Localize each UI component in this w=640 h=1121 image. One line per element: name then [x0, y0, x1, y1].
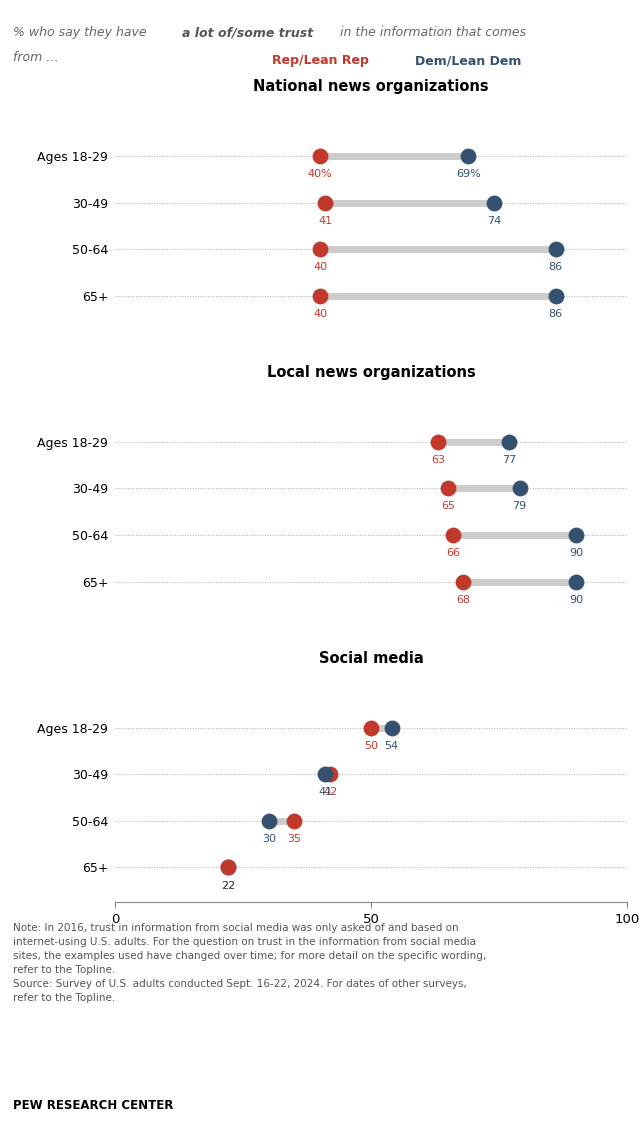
Text: 22: 22 [221, 880, 235, 890]
Point [315, 287, 325, 305]
Text: 54: 54 [385, 741, 399, 751]
Text: 74: 74 [487, 215, 501, 225]
Point [550, 287, 561, 305]
Text: 40: 40 [313, 262, 327, 272]
Text: Social media: Social media [319, 651, 424, 666]
Point [387, 719, 397, 736]
Point [325, 766, 335, 784]
Text: 41: 41 [318, 215, 332, 225]
Point [489, 194, 499, 212]
Point [433, 433, 443, 451]
Text: Local news organizations: Local news organizations [267, 365, 476, 380]
Text: 86: 86 [548, 262, 563, 272]
Point [264, 812, 274, 830]
Point [463, 147, 474, 165]
Text: 50: 50 [364, 741, 378, 751]
Point [571, 526, 581, 544]
Point [571, 573, 581, 591]
Text: 77: 77 [502, 455, 516, 465]
Text: a lot of/some trust: a lot of/some trust [182, 26, 314, 39]
Point [448, 526, 458, 544]
Point [289, 812, 300, 830]
Text: 90: 90 [569, 594, 583, 604]
Text: Dem/Lean Dem: Dem/Lean Dem [415, 54, 522, 67]
Text: 40%: 40% [308, 169, 332, 179]
Point [315, 147, 325, 165]
Point [443, 480, 453, 498]
Point [223, 859, 233, 877]
Text: 35: 35 [287, 834, 301, 844]
Text: 22: 22 [221, 880, 235, 890]
Point [320, 766, 330, 784]
Text: National news organizations: National news organizations [253, 80, 489, 94]
Point [550, 240, 561, 258]
Text: 90: 90 [569, 548, 583, 558]
Point [366, 719, 376, 736]
Text: Rep/Lean Rep: Rep/Lean Rep [271, 54, 369, 67]
Text: in the information that comes: in the information that comes [336, 26, 526, 39]
Text: 66: 66 [446, 548, 460, 558]
Point [315, 240, 325, 258]
Text: 42: 42 [323, 787, 337, 797]
Text: 40: 40 [313, 308, 327, 318]
Text: Note: In 2016, trust in information from social media was only asked of and base: Note: In 2016, trust in information from… [13, 923, 486, 1002]
Text: 79: 79 [513, 501, 527, 511]
Point [504, 433, 515, 451]
Point [223, 859, 233, 877]
Text: 65: 65 [441, 501, 455, 511]
Text: PEW RESEARCH CENTER: PEW RESEARCH CENTER [13, 1099, 173, 1112]
Point [320, 194, 330, 212]
Text: % who say they have: % who say they have [13, 26, 150, 39]
Text: 30: 30 [262, 834, 276, 844]
Text: 69%: 69% [456, 169, 481, 179]
Text: 86: 86 [548, 308, 563, 318]
Text: from …: from … [13, 50, 58, 64]
Text: 63: 63 [431, 455, 445, 465]
Text: 68: 68 [456, 594, 470, 604]
Point [515, 480, 525, 498]
Text: 41: 41 [318, 787, 332, 797]
Point [458, 573, 468, 591]
